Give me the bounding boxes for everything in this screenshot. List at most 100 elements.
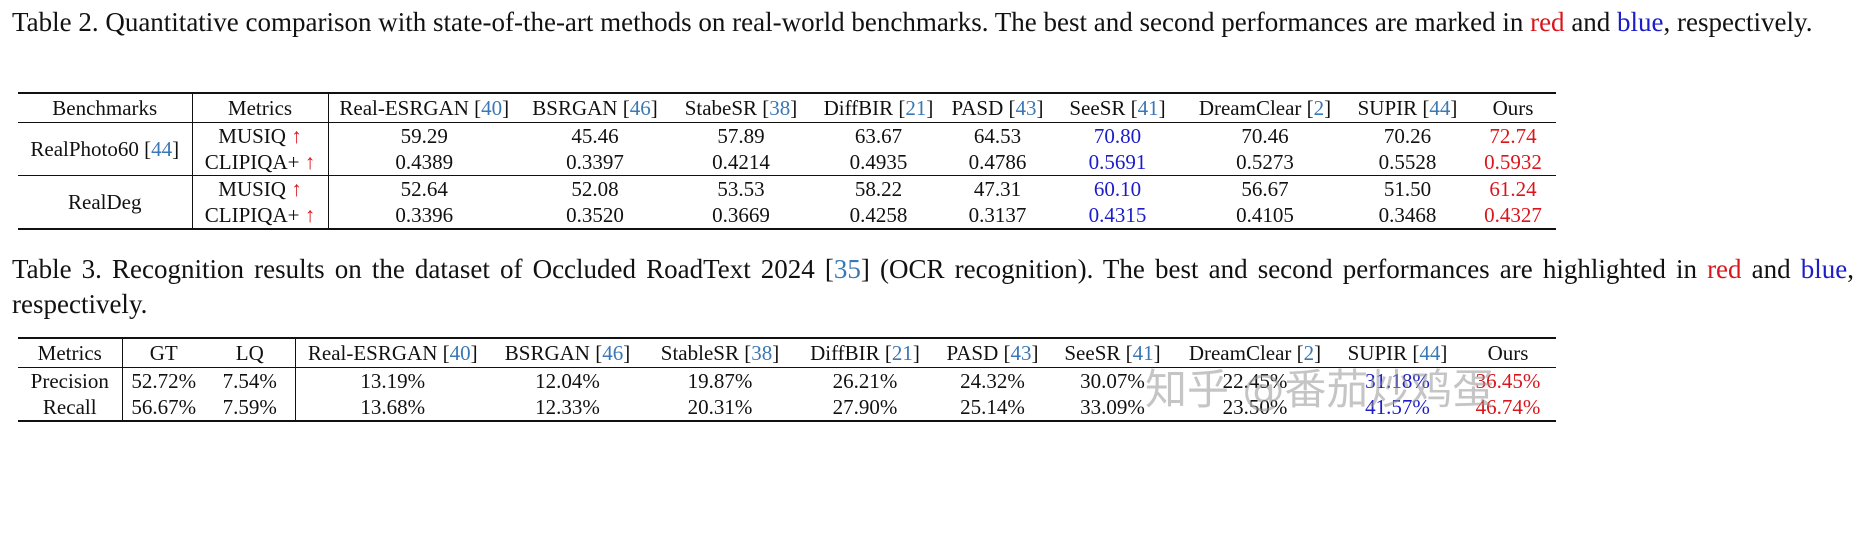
table-cell: DreamClear [2] bbox=[1185, 93, 1345, 123]
table-cell: RealDeg bbox=[18, 175, 193, 229]
text-run: DiffBIR [ bbox=[810, 340, 892, 365]
table-cell: 19.87% bbox=[645, 368, 795, 395]
table-cell: MUSIQ ↑ bbox=[192, 122, 329, 149]
table-row: RealPhoto60 [44] MUSIQ ↑ 59.29 45.46 57.89 63… bbox=[18, 122, 1556, 176]
text-run: 21 bbox=[905, 95, 927, 120]
table-cell: 23.50% bbox=[1175, 394, 1335, 421]
table-cell: 0.4389 bbox=[328, 149, 520, 176]
text-run: 46 bbox=[629, 95, 651, 120]
table-cell: 56.67 bbox=[1185, 175, 1345, 202]
text-run: Precision bbox=[30, 368, 109, 393]
text-run: 57.89 bbox=[717, 123, 765, 148]
text-run: 0.4327 bbox=[1484, 202, 1542, 227]
text-run: 41.57% bbox=[1365, 394, 1430, 419]
text-run: , respectively. bbox=[1663, 7, 1813, 37]
text-run: 45.46 bbox=[571, 123, 619, 148]
table-cell: 70.80 bbox=[1050, 123, 1185, 150]
table-cell: 41.57% bbox=[1335, 394, 1460, 421]
text-run: 12.33% bbox=[535, 394, 600, 419]
table-cell: 63.67 bbox=[812, 123, 945, 150]
text-run: Metrics bbox=[37, 340, 102, 365]
text-run: ] (OCR recognition). The best and second… bbox=[860, 254, 1708, 284]
text-run: 0.4389 bbox=[395, 149, 454, 174]
table-cell: 45.46 bbox=[520, 123, 670, 150]
table-cell: 26.21% bbox=[795, 368, 935, 395]
text-run: 36.45% bbox=[1475, 368, 1541, 393]
text-run: 52.08 bbox=[571, 176, 619, 201]
text-run: 40 bbox=[481, 95, 503, 120]
text-run: 33.09% bbox=[1080, 394, 1145, 419]
table-cell: 0.5528 bbox=[1345, 149, 1470, 176]
table-cell: 0.3396 bbox=[328, 202, 520, 229]
table-cell: 0.3520 bbox=[520, 202, 670, 229]
text-run: ] bbox=[790, 95, 798, 120]
table-cell: BSRGAN [46] bbox=[490, 338, 645, 368]
text-run: ] bbox=[172, 136, 180, 161]
table-cell: 0.4214 bbox=[670, 149, 812, 176]
table-cell: 20.31% bbox=[645, 394, 795, 421]
table-cell: SUPIR [44] bbox=[1345, 93, 1470, 123]
text-run: 46.74% bbox=[1475, 394, 1541, 419]
table-cell: SUPIR [44] bbox=[1335, 338, 1460, 368]
text-run: RealDeg bbox=[68, 189, 142, 214]
text-run: ↑ bbox=[304, 149, 316, 174]
table-cell: DiffBIR [21] bbox=[795, 338, 935, 368]
table-row: RealDeg MUSIQ ↑ 52.64 52.08 53.53 58.22 47.31 6… bbox=[18, 175, 1556, 229]
text-run: 56.67% bbox=[131, 394, 197, 419]
table-cell: CLIPIQA+ ↑ bbox=[192, 202, 329, 229]
header-row: Metrics GT LQ Real-ESRGAN [40] BSRGAN [46] St… bbox=[18, 338, 1556, 368]
text-run: 0.5273 bbox=[1236, 149, 1294, 174]
table-cell: PASD [43] bbox=[935, 338, 1050, 368]
table-cell: 52.08 bbox=[520, 175, 670, 202]
text-run: SeeSR [ bbox=[1069, 95, 1138, 120]
text-run: Table 3. Recognition results on the data… bbox=[12, 254, 834, 284]
text-run: 0.5932 bbox=[1484, 149, 1542, 174]
text-run: MUSIQ bbox=[218, 123, 292, 148]
text-run: 60.10 bbox=[1093, 176, 1142, 201]
text-run: 70.80 bbox=[1093, 123, 1142, 148]
text-run: ] bbox=[1314, 340, 1322, 365]
text-run: 56.67 bbox=[1241, 176, 1289, 201]
table-cell: StabeSR [38] bbox=[670, 93, 812, 123]
text-run: ] bbox=[1440, 340, 1448, 365]
text-run: RealPhoto60 [ bbox=[30, 136, 152, 161]
table-cell: 56.67% bbox=[122, 394, 205, 421]
text-run: SUPIR [ bbox=[1347, 340, 1420, 365]
text-run: 43 bbox=[1010, 340, 1032, 365]
table-caption: Table 2. Quantitative comparison with st… bbox=[12, 5, 1854, 40]
text-run: 35 bbox=[833, 254, 861, 284]
text-run: and bbox=[1564, 7, 1618, 37]
table-cell: StableSR [38] bbox=[645, 338, 795, 368]
text-run: 0.5691 bbox=[1088, 149, 1147, 174]
text-run: 0.4258 bbox=[849, 202, 908, 227]
table-cell: 0.4935 bbox=[812, 149, 945, 176]
table-cell: 0.3137 bbox=[945, 202, 1050, 229]
text-run: 23.50% bbox=[1222, 394, 1288, 419]
text-run: and bbox=[1741, 254, 1801, 284]
text-run: 0.3468 bbox=[1378, 202, 1437, 227]
table-cell: 7.54% bbox=[205, 367, 296, 394]
text-run: ] bbox=[912, 340, 920, 365]
table-cell: 0.4786 bbox=[945, 149, 1050, 176]
table-cell: 0.4258 bbox=[812, 202, 945, 229]
text-run: blue bbox=[1617, 7, 1664, 37]
table-cell: 31.18% bbox=[1335, 368, 1460, 395]
table-cell: 0.4105 bbox=[1185, 202, 1345, 229]
text-run: 19.87% bbox=[687, 368, 753, 393]
text-run: 22.45% bbox=[1222, 368, 1288, 393]
text-run: 0.4935 bbox=[849, 149, 908, 174]
text-run: 53.53 bbox=[717, 176, 765, 201]
table-cell: 60.10 bbox=[1050, 175, 1185, 202]
text-run: StabeSR [ bbox=[684, 95, 770, 120]
table-cell: Real-ESRGAN [40] bbox=[295, 338, 490, 368]
table-cell: 0.5932 bbox=[1470, 149, 1556, 176]
text-run: 46 bbox=[602, 340, 624, 365]
results-table: Metrics GT LQ Real-ESRGAN [40] BSRGAN [46] St… bbox=[18, 337, 1556, 422]
table-cell: Ours bbox=[1470, 93, 1556, 123]
text-run: 2 bbox=[1313, 95, 1325, 120]
table-cell: 61.24 bbox=[1470, 175, 1556, 202]
text-run: 7.59% bbox=[222, 394, 277, 419]
text-run: 7.54% bbox=[222, 368, 277, 393]
text-run: 72.74 bbox=[1489, 123, 1537, 148]
table-cell: BSRGAN [46] bbox=[520, 93, 670, 123]
